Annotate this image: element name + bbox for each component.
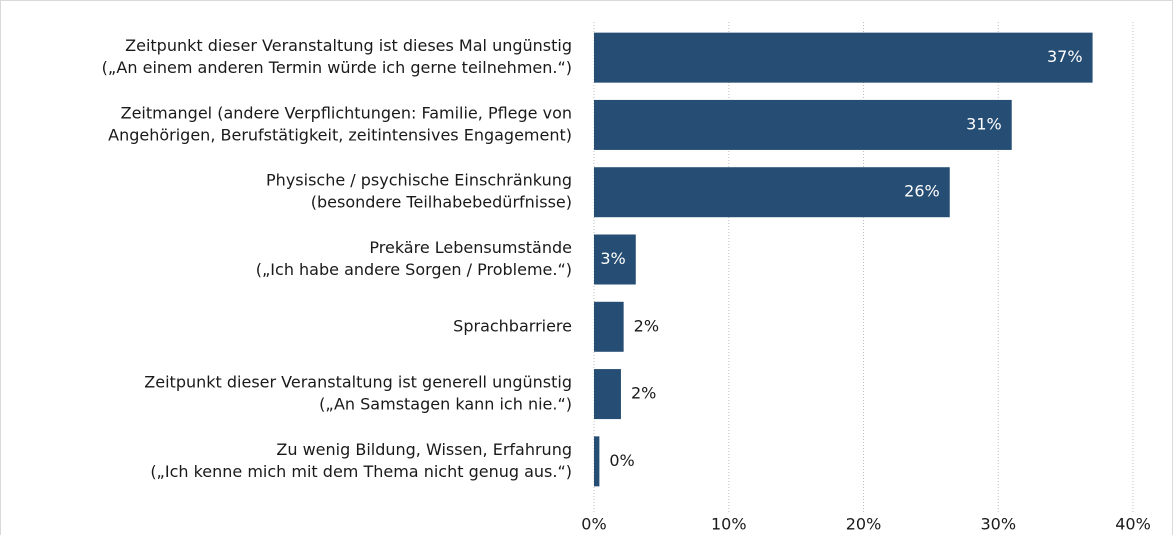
y-tick-label: („An einem anderen Termin würde ich gern… [102, 58, 572, 77]
bar [594, 369, 621, 420]
y-tick-label: Physische / psychische Einschränkung [266, 171, 572, 190]
value-label: 0% [609, 451, 634, 470]
bar [594, 167, 950, 218]
y-tick-label: Prekäre Lebensumstände [369, 238, 572, 257]
y-tick-label: Zeitpunkt dieser Veranstaltung ist gener… [144, 373, 572, 392]
bar [594, 99, 1012, 150]
y-tick-label: Zu wenig Bildung, Wissen, Erfahrung [276, 440, 572, 459]
y-tick-label: („Ich kenne mich mit dem Thema nicht gen… [150, 462, 572, 481]
value-label: 2% [634, 316, 659, 335]
value-label: 3% [600, 249, 625, 268]
x-tick-label: 20% [846, 515, 882, 534]
y-tick-label: Zeitmangel (andere Verpflichtungen: Fami… [121, 103, 572, 122]
y-tick-label: (besondere Teilhabebedürfnisse) [311, 193, 572, 212]
y-tick-label: Sprachbarriere [453, 316, 572, 335]
bar [594, 32, 1093, 83]
x-tick-label: 40% [1115, 515, 1151, 534]
x-tick-label: 30% [980, 515, 1016, 534]
y-tick-label: Angehörigen, Berufstätigkeit, zeitintens… [108, 125, 572, 144]
y-tick-label: („Ich habe andere Sorgen / Probleme.“) [256, 260, 572, 279]
value-label: 37% [1047, 47, 1083, 66]
bar [594, 234, 636, 285]
x-tick-label: 0% [581, 515, 606, 534]
y-tick-label: Zeitpunkt dieser Veranstaltung ist diese… [125, 36, 572, 55]
bar [594, 301, 624, 352]
bar [594, 436, 600, 487]
value-label: 31% [966, 114, 1002, 133]
value-label: 2% [631, 384, 656, 403]
x-tick-label: 10% [711, 515, 747, 534]
value-label: 26% [904, 182, 940, 201]
y-tick-label: („An Samstagen kann ich nie.“) [319, 395, 572, 414]
